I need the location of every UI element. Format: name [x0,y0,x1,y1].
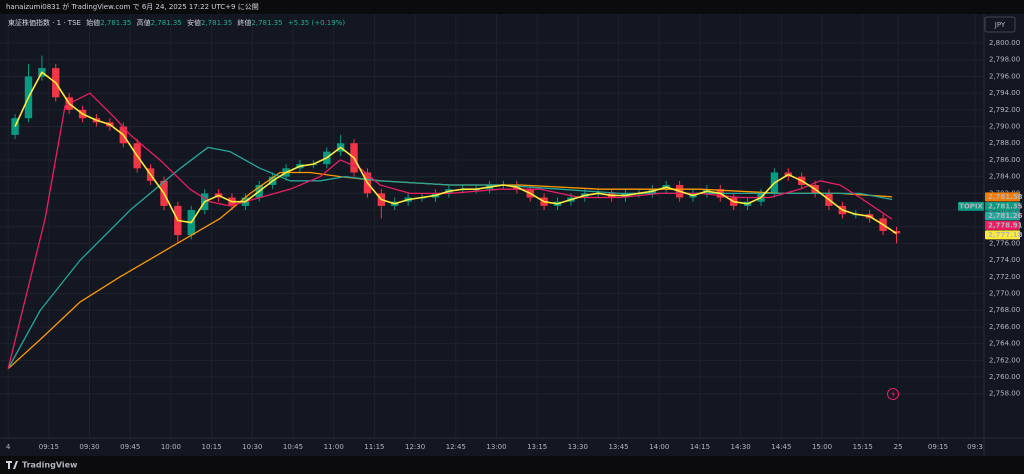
y-tick-label: 2,764.00 [989,340,1020,348]
price-tags: 2,781.582,781.35 TOPIX 2,781.262,778.91 2,7… [958,192,1023,240]
currency-button[interactable] [984,16,1016,33]
y-tick-label: 2,760.00 [989,373,1020,381]
ohlc-label: 安値 [187,18,201,27]
y-tick-label: 2,784.00 [989,173,1020,181]
price-tag [985,230,1020,240]
ohlc-label: 終値 [237,18,251,27]
x-tick-label: 13:45 [608,443,628,451]
x-tick-label: 13:30 [568,443,588,451]
x-tick-label: 11:15 [364,443,384,451]
ohlc-value: 2,781.35 [100,19,131,27]
x-tick-label: 14:00 [649,443,669,451]
x-tick-label: 09:15 [928,443,948,451]
ohlc-value: 2,781.35 [201,19,232,27]
x-tick-label: 15:15 [853,443,873,451]
x-tick-label: 15:00 [812,443,832,451]
x-tick-label: 10:45 [283,443,303,451]
y-tick-label: 2,762.00 [989,356,1020,364]
candle-body [892,230,901,234]
brand-logo [6,461,18,469]
x-tick-label: 09:3 [967,443,983,451]
x-tick-label: 14:45 [771,443,791,451]
x-tick-label: 14:30 [731,443,751,451]
y-tick-label: 2,800.00 [989,39,1020,47]
time-axis: 4 09:15 09:30 09:45 10:00 10:15 10:30 10:45 11:0… [6,443,983,451]
y-tick-label: 2,794.00 [989,89,1020,97]
x-tick-label: 12:30 [405,443,425,451]
alert-icon[interactable] [887,388,899,400]
y-tick-label: 2,798.00 [989,56,1020,64]
price-tag-label: 2,781.26 [988,212,1023,220]
price-tag-label: 2,777.18 [988,231,1023,239]
x-tick-label: 09:30 [79,443,99,451]
plot-area [7,55,901,370]
alert-bolt [891,390,895,398]
x-tick-label: 09:45 [120,443,140,451]
moving-average [14,71,897,235]
price-tag-label: 2,781.35 [988,202,1023,210]
y-tick-label: 2,788.00 [989,139,1020,147]
price-tag [985,211,1020,221]
symbol-tag-label: TOPIX [959,202,983,210]
price-tag-label: 2,778.91 [988,221,1023,229]
x-tick-label: 4 [6,443,11,451]
x-tick-label: 10:30 [242,443,262,451]
brand: TradingView [6,461,78,470]
y-tick-label: 2,792.00 [989,106,1020,114]
x-tick-label: 13:15 [527,443,547,451]
moving-average [7,171,893,370]
publish-note: hanaizumi0831 が TradingView.com で 6月 24,… [6,2,259,11]
moving-average [7,146,893,370]
y-tick-label: 2,770.00 [989,290,1020,298]
y-tick-label: 2,796.00 [989,72,1020,80]
y-tick-label: 2,774.00 [989,256,1020,264]
price-tag-label: 2,781.58 [988,193,1023,201]
x-tick-label: 13:00 [486,443,506,451]
change: +5.35 (+0.19%) [288,19,346,27]
y-tick-label: 2,768.00 [989,306,1020,314]
y-tick-label: 2,758.00 [989,390,1020,398]
candle-body [11,118,19,135]
y-tick-label: 2,776.00 [989,239,1020,247]
price-tag [985,220,1020,230]
x-tick-label: 10:15 [202,443,222,451]
legend: 東証株価指数 · 1 · TSE 始値2,781.35 高値2,781.35 安… [8,18,345,27]
symbol: 東証株価指数 · 1 · TSE [8,18,81,27]
ohlc-label: 高値 [137,18,151,27]
grid [0,14,984,438]
moving-average [7,92,893,369]
currency-label[interactable]: JPY [994,21,1006,29]
x-tick-label: 14:15 [690,443,710,451]
price-tag [985,201,1020,211]
x-tick-label: 11:00 [324,443,344,451]
symbol-tag [958,201,984,211]
chart-background [0,14,1024,456]
x-tick-label: 10:00 [161,443,181,451]
y-tick-label: 2,766.00 [989,323,1020,331]
ohlc-value: 2,781.35 [151,19,182,27]
x-tick-label: 12:45 [446,443,466,451]
y-tick-label: 2,790.00 [989,123,1020,131]
x-tick-label: 25 [894,443,903,451]
ohlc-value: 2,781.35 [251,19,282,27]
brand-name: TradingView [22,461,78,470]
x-tick-label: 09:15 [39,443,59,451]
y-tick-label: 2,786.00 [989,156,1020,164]
y-tick-label: 2,772.00 [989,273,1020,281]
ohlc-label: 始値 [86,18,100,27]
price-tag [985,192,1020,202]
